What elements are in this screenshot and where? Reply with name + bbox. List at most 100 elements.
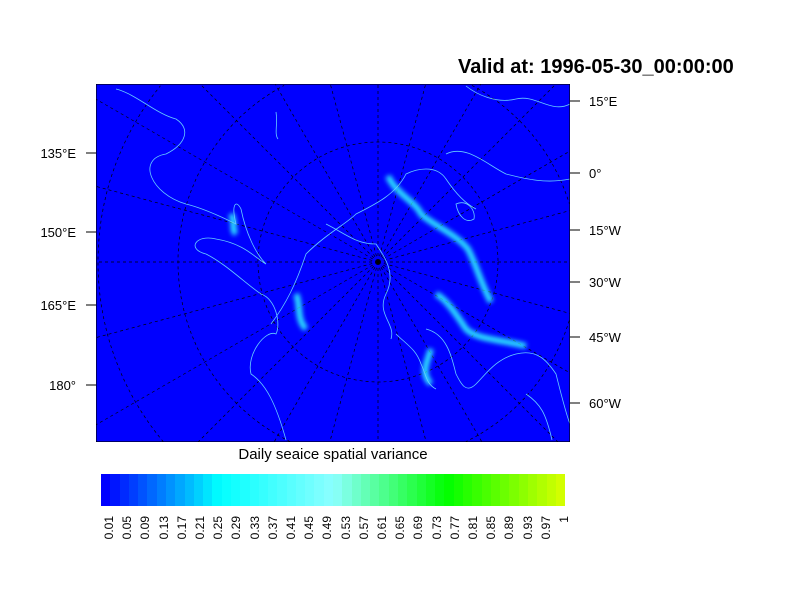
meridian-line: [377, 261, 559, 442]
colorbar-box: [295, 474, 306, 506]
meridian-line: [377, 150, 570, 263]
colorbar-box: [500, 474, 510, 506]
colorbar-label: 0.41: [284, 516, 298, 540]
colorbar-label: 0.21: [193, 516, 207, 540]
colorbar-box: [472, 474, 482, 506]
colorbar-label: 0.17: [174, 516, 189, 540]
colorbar-label: 0.61: [375, 516, 389, 540]
colorbar-label: 1: [557, 516, 571, 523]
colorbar-box: [240, 474, 250, 506]
coastlines: [115, 85, 570, 441]
meridian-line: [377, 261, 427, 442]
colorbar-box: [268, 474, 278, 506]
colorbar-label: 0.65: [393, 516, 408, 540]
meridian-line: [274, 84, 379, 263]
colorbar-box: [333, 474, 343, 506]
colorbar-box: [165, 474, 176, 506]
colorbar-box: [342, 474, 352, 506]
colorbar-box: [249, 474, 259, 506]
colorbar-box: [119, 474, 129, 506]
colorbar-box: [128, 474, 139, 506]
colorbar-label: 0.37: [265, 516, 280, 540]
colorbar-label: 0.49: [320, 516, 335, 540]
colorbar-label: 0.85: [484, 516, 499, 540]
colorbar-label: 0.09: [138, 516, 153, 540]
colorbar-title: Daily seaice spatial variance: [238, 446, 428, 463]
colorbar-box: [388, 474, 398, 506]
colorbar-box: [435, 474, 445, 506]
lon-label-left: 180°: [49, 378, 76, 393]
colorbar-box: [277, 474, 287, 506]
meridian-line: [377, 84, 482, 263]
colorbar-box: [416, 474, 426, 506]
colorbar-box: [138, 474, 148, 506]
colorbar-box: [481, 474, 491, 506]
meridian-line: [377, 84, 427, 263]
parallel-line: [97, 85, 164, 442]
colorbar-box: [351, 474, 361, 506]
colorbar-box: [490, 474, 501, 506]
sea-ice-map: [96, 84, 570, 442]
colorbar-box: [175, 474, 185, 506]
lon-label-right: 45°W: [589, 330, 621, 345]
colorbar-box: [184, 474, 194, 506]
colorbar-label: 0.57: [356, 516, 371, 540]
lon-label-right: 15°W: [589, 223, 621, 238]
meridian-line: [273, 261, 379, 442]
colorbar-box: [110, 474, 120, 506]
meridian-line: [96, 261, 379, 338]
colorbar-label: 0.45: [302, 516, 317, 540]
colorbar-box: [323, 474, 334, 506]
colorbar-box: [444, 474, 454, 506]
ice-edge-variance: [228, 174, 527, 387]
meridian-line: [377, 261, 570, 374]
colorbar-label: 0.01: [102, 516, 116, 540]
colorbar-label: 0.69: [411, 516, 426, 540]
colorbar-box: [203, 474, 213, 506]
colorbar-box: [193, 474, 204, 506]
colorbar-box: [546, 474, 556, 506]
colorbar-box: [462, 474, 473, 506]
colorbar-label: 0.25: [211, 516, 226, 540]
colorbar-box: [537, 474, 547, 506]
ocean-background: [96, 84, 570, 442]
colorbar-label: 0.81: [466, 516, 480, 540]
lon-label-right: 60°W: [589, 396, 621, 411]
lon-label-left: 165°E: [40, 298, 76, 313]
meridian-line: [96, 261, 379, 426]
colorbar-box: [555, 474, 566, 506]
colorbar-label: 0.33: [247, 516, 262, 540]
meridian-line: [329, 261, 379, 442]
lon-label-right: 30°W: [589, 275, 621, 290]
lon-label-left: 150°E: [40, 225, 76, 240]
meridian-line: [96, 186, 379, 263]
colorbar-box: [305, 474, 315, 506]
colorbar-box: [360, 474, 371, 506]
colorbar-box: [518, 474, 528, 506]
colorbar-box: [314, 474, 324, 506]
colorbar-box: [101, 474, 111, 506]
colorbar-box: [286, 474, 296, 506]
colorbar-label: 0.29: [229, 516, 244, 540]
meridian-line: [197, 261, 379, 442]
meridian-line: [329, 84, 379, 263]
colorbar-box: [258, 474, 269, 506]
colorbar-box: [147, 474, 157, 506]
colorbar-label: 0.77: [447, 516, 462, 540]
lon-label-right: 0°: [589, 166, 602, 181]
colorbar-box: [509, 474, 519, 506]
valid-time-title: Valid at: 1996-05-30_00:00:00: [458, 56, 734, 78]
colorbar-label: 0.89: [502, 516, 517, 540]
colorbar-box: [407, 474, 417, 506]
colorbar-box: [221, 474, 231, 506]
colorbar-box: [230, 474, 241, 506]
colorbar-box: [453, 474, 463, 506]
colorbar-box: [398, 474, 408, 506]
lon-label-right: 15°E: [589, 94, 618, 109]
colorbar-label: 0.97: [538, 516, 553, 540]
colorbar-box: [212, 474, 222, 506]
colorbar-label: 0.53: [338, 516, 353, 540]
colorbar-label: 0.05: [120, 516, 135, 540]
colorbar-label: 0.93: [520, 516, 535, 540]
